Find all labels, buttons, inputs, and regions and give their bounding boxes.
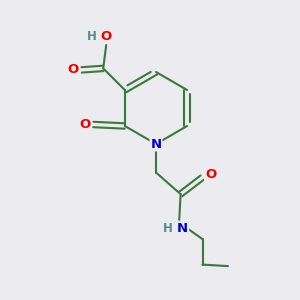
Text: O: O — [205, 168, 216, 181]
Text: H: H — [87, 29, 97, 43]
Text: N: N — [150, 137, 162, 151]
Text: N: N — [177, 221, 188, 235]
Text: O: O — [79, 118, 91, 131]
Text: H: H — [163, 221, 172, 235]
Text: O: O — [68, 63, 79, 76]
Text: O: O — [100, 29, 112, 43]
